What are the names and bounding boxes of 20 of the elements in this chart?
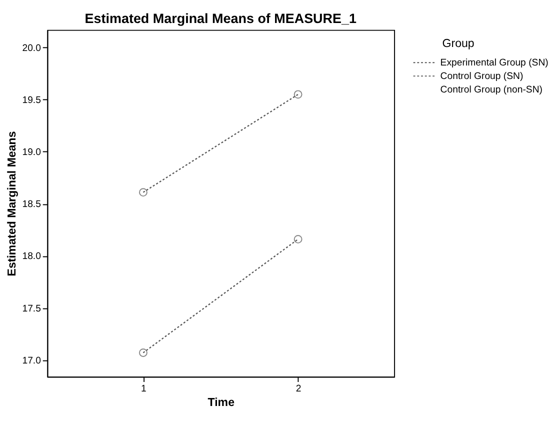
legend-label: Control Group (SN) — [440, 70, 524, 82]
y-tick-label: 20.0 — [22, 42, 41, 54]
x-tick-label: 2 — [296, 384, 302, 395]
y-axis-title: Estimated Marginal Means — [6, 131, 18, 276]
y-tick-label: 19.5 — [22, 94, 41, 106]
point — [139, 188, 148, 197]
x-axis-title: Time — [208, 397, 236, 410]
chart-title: Estimated Marginal Means of MEASURE_1 — [84, 11, 357, 26]
y-tick-label: 17.5 — [22, 303, 41, 314]
y-tick-label: 18.5 — [22, 199, 41, 210]
text: Control Group (non-SN) — [440, 84, 542, 96]
y-tick-label: 18.0 — [22, 251, 41, 262]
point — [139, 348, 148, 357]
y-tick-label: 17.0 — [22, 355, 41, 366]
point — [294, 234, 302, 244]
legend-title: Group — [442, 38, 474, 50]
point — [294, 90, 302, 99]
y-tick-label: 19.0 — [22, 147, 41, 158]
legend-label: Experimental Group (SN) — [440, 57, 548, 68]
x-tick-label: 1 — [141, 384, 146, 395]
